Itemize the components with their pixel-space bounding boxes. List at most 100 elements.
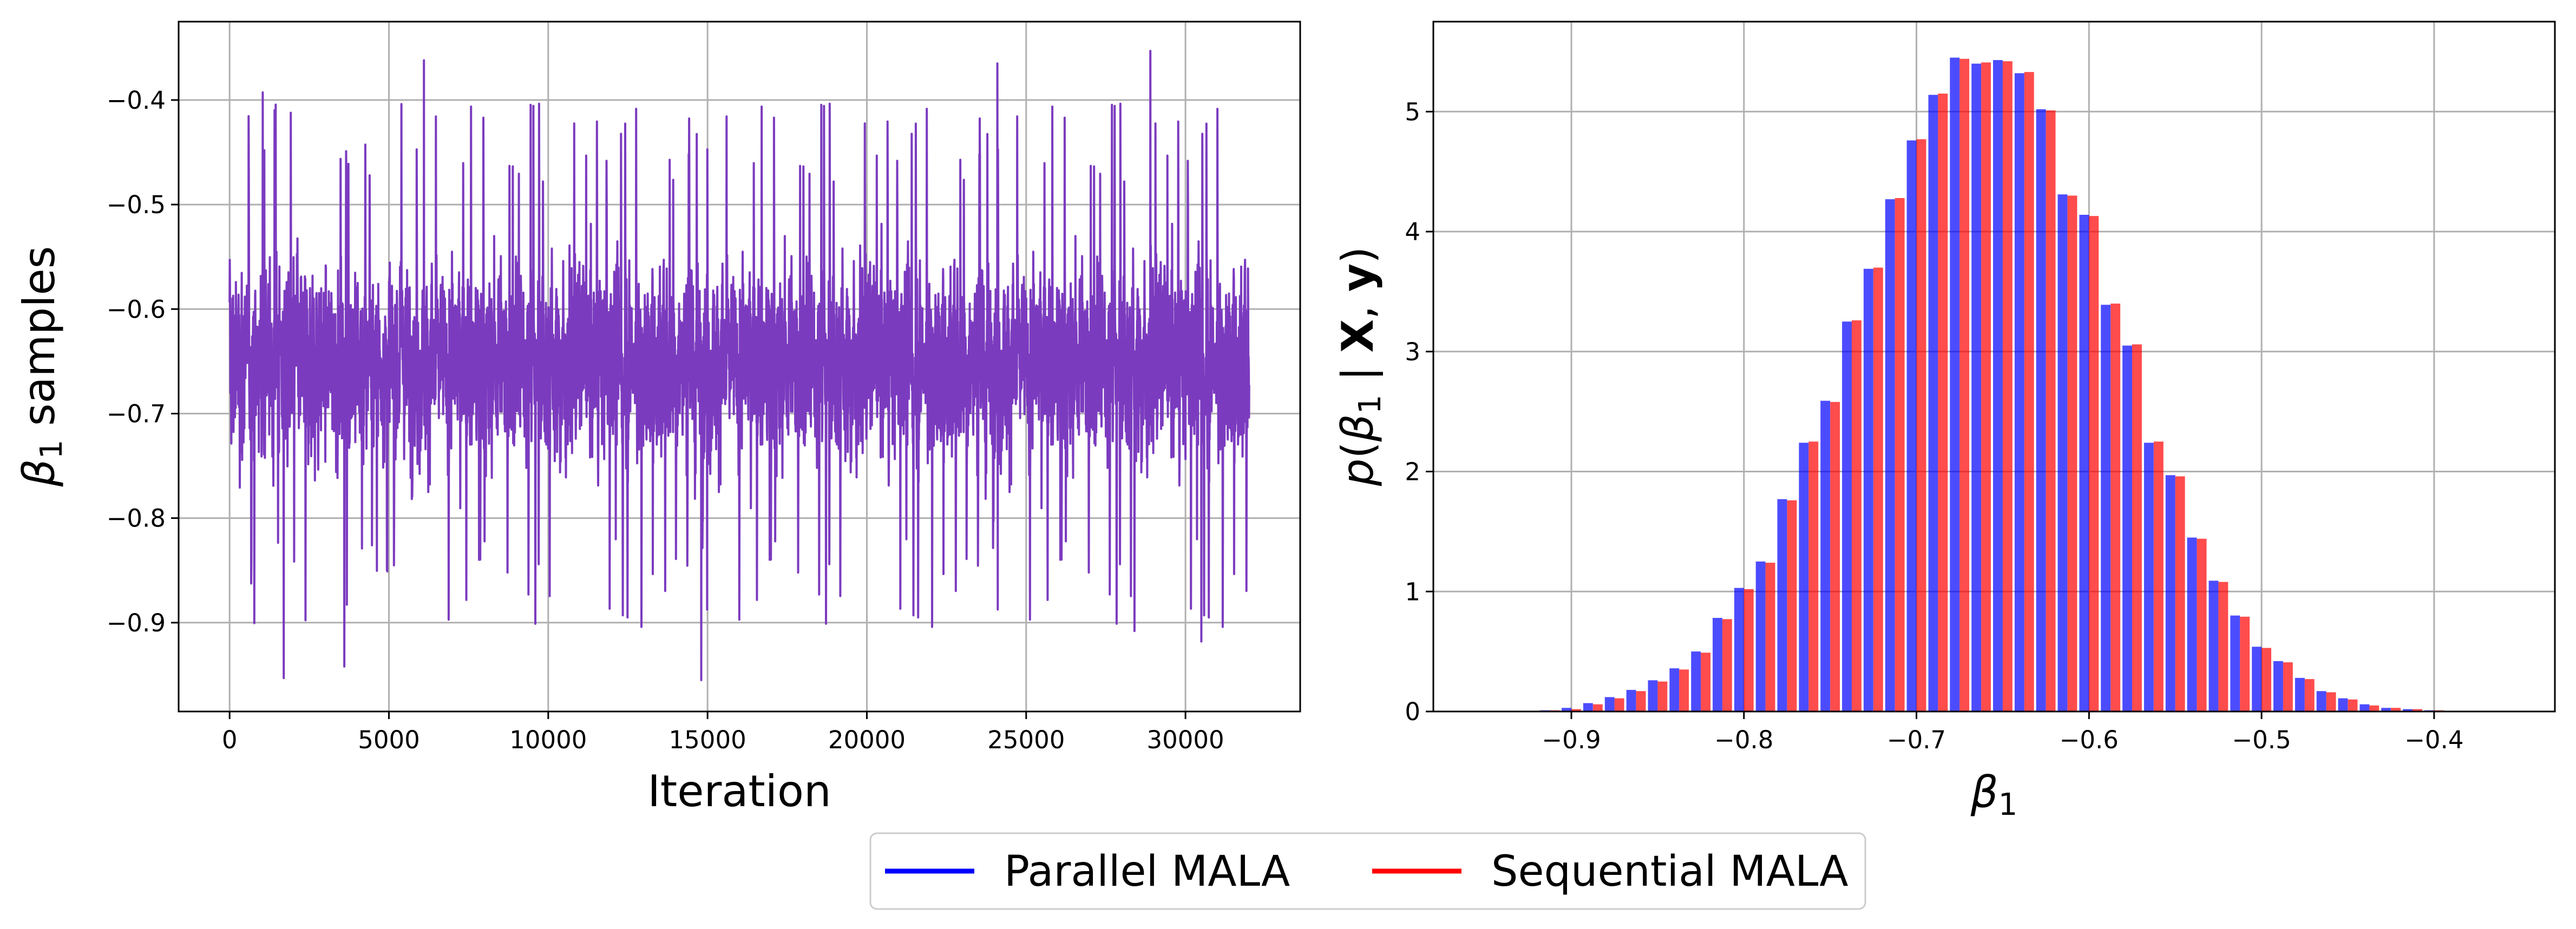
hist-bar-sequential [2153, 442, 2164, 711]
hist-y-label-subscript: 1 [1353, 395, 1388, 414]
hist-bar-parallel [2122, 345, 2132, 711]
hist-bar-sequential [2326, 692, 2336, 711]
beta1-trace-series [228, 50, 1250, 681]
hist-bar-parallel [2316, 691, 2326, 711]
hist-y-tick-label: 1 [1405, 577, 1420, 606]
hist-bar-sequential [2218, 582, 2228, 711]
trace-x-tick-label: 30000 [1147, 726, 1224, 754]
hist-bar-sequential [1657, 681, 1668, 711]
legend-box [869, 832, 1866, 910]
histogram-y-label: p(β1 | X, y) [1333, 247, 1388, 486]
hist-bar-parallel [1820, 400, 1831, 711]
hist-bar-parallel [2014, 73, 2024, 711]
hist-x-tick-label: −0.8 [1714, 726, 1773, 754]
hist-y-label-comma: , [1333, 292, 1383, 319]
hist-bar-parallel [2208, 581, 2219, 711]
hist-bar-sequential [2262, 648, 2271, 711]
hist-bar-sequential [1938, 94, 1948, 711]
hist-bar-parallel [1562, 708, 1571, 711]
hist-y-tick-label: 4 [1405, 218, 1420, 246]
trace-plot: 0 5000 10000 15000 20000 25000 30000 −0.9−0.8−… [14, 21, 1301, 816]
hist-bar-parallel [1799, 443, 1809, 711]
hist-y-label-close: ) [1333, 247, 1383, 263]
hist-bar-parallel [1842, 321, 1852, 711]
hist-bar-parallel [2295, 677, 2305, 711]
hist-bar-sequential [2369, 705, 2380, 711]
histogram-x-ticks: −0.9 −0.8 −0.7 −0.6 −0.5 −0.4 [1542, 711, 2464, 754]
trace-plot-y-label: β1 samples [14, 246, 69, 487]
hist-bar-sequential [2067, 195, 2077, 711]
hist-bar-parallel [2036, 109, 2046, 711]
hist-bar-sequential [1895, 198, 1905, 711]
hist-bar-parallel [2230, 615, 2240, 711]
hist-bar-sequential [1571, 709, 1581, 711]
beta1-trace-line [228, 50, 1250, 681]
hist-y-label-open: ( [1333, 442, 1383, 458]
hist-bar-sequential [1830, 401, 1840, 711]
hist-bar-sequential [2413, 709, 2422, 711]
hist-bar-sequential [2132, 344, 2142, 711]
hist-bar-parallel [2187, 537, 2197, 711]
trace-y-tick-label: −0.7 [107, 399, 166, 428]
hist-bar-sequential [1701, 653, 1710, 711]
hist-bar-parallel [1626, 690, 1636, 711]
hist-bar-sequential [2089, 216, 2099, 711]
trace-x-tick-label: 25000 [987, 726, 1065, 754]
hist-y-tick-label: 0 [1405, 697, 1420, 726]
hist-bar-parallel [1993, 60, 2003, 711]
trace-y-tick-label: −0.9 [107, 609, 166, 637]
hist-bar-sequential [2348, 699, 2358, 711]
trace-plot-frame [178, 21, 1301, 713]
hist-bar-sequential [1808, 442, 1819, 711]
hist-bar-parallel [2165, 475, 2175, 711]
hist-bar-parallel [1950, 57, 1960, 711]
hist-bar-parallel [1713, 618, 1722, 711]
hist-bar-sequential [2002, 61, 2013, 712]
hist-bar-parallel [1583, 703, 1593, 711]
trace-x-tick-label: 0 [222, 726, 238, 754]
hist-y-tick-label: 3 [1405, 338, 1420, 366]
hist-bar-parallel [1928, 95, 1938, 711]
trace-plot-x-ticks: 0 5000 10000 15000 20000 25000 30000 [222, 711, 1224, 754]
trace-y-label-subscript: 1 [34, 440, 69, 459]
hist-bar-parallel [2381, 708, 2391, 711]
hist-bar-sequential [1873, 267, 1883, 712]
hist-bar-parallel [2101, 305, 2111, 711]
legend-parallel-mala-label: Parallel MALA [1004, 847, 1290, 896]
histogram-frame [1432, 21, 2556, 713]
trace-x-tick-label: 10000 [509, 726, 587, 754]
hist-bar-sequential [1722, 619, 1732, 711]
hist-bar-parallel [1863, 268, 1873, 711]
legend-sequential-mala-label: Sequential MALA [1491, 847, 1849, 896]
hist-bar-parallel [1691, 651, 1701, 711]
hist-x-label-subscript: 1 [1998, 787, 2018, 822]
hist-bar-sequential [2197, 538, 2207, 711]
hist-bar-parallel [1971, 63, 1982, 712]
hist-x-tick-label: −0.9 [1542, 726, 1601, 754]
hist-bar-parallel [1885, 199, 1895, 711]
hist-bar-sequential [1743, 589, 1754, 711]
hist-bar-parallel [1777, 499, 1787, 711]
trace-y-tick-label: −0.6 [107, 295, 166, 324]
hist-bar-parallel [2252, 647, 2262, 711]
hist-bar-sequential [1959, 58, 1970, 712]
hist-bar-sequential [1679, 669, 1689, 711]
hist-bar-sequential [1981, 62, 1991, 711]
hist-bar-parallel [1604, 697, 1615, 711]
hist-y-tick-label: 5 [1405, 97, 1420, 126]
hist-bar-parallel [2057, 194, 2068, 711]
hist-bar-sequential [2046, 110, 2056, 712]
hist-bar-parallel [1734, 588, 1744, 711]
hist-y-label-given: | [1333, 353, 1384, 395]
hist-x-label-symbol: β [1970, 767, 1998, 818]
hist-x-tick-label: −0.6 [2060, 726, 2119, 754]
trace-plot-x-label: Iteration [647, 766, 831, 816]
hist-bar-sequential [1592, 704, 1603, 711]
hist-bar-sequential [2024, 72, 2034, 712]
hist-bar-sequential [2304, 679, 2315, 711]
hist-bar-parallel [2079, 215, 2089, 711]
trace-x-tick-label: 5000 [358, 726, 420, 754]
hist-bar-parallel [2273, 661, 2283, 711]
